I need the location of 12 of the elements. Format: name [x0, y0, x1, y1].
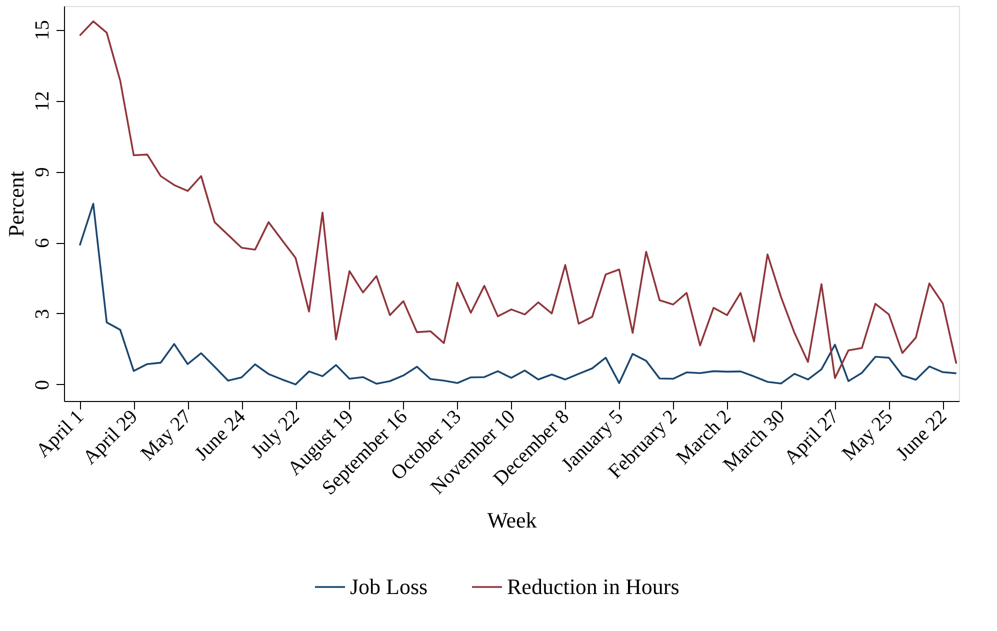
y-tick-label: 3	[32, 308, 54, 319]
y-tick-label: 12	[32, 91, 54, 112]
x-axis-title: Week	[487, 508, 537, 533]
y-tick-label: 15	[32, 20, 54, 40]
line-series	[78, 202, 958, 386]
y-tick-label: 6	[32, 238, 54, 248]
y-tick-label: 9	[32, 167, 54, 178]
line-series	[78, 20, 958, 379]
y-axis-title: Percent	[4, 171, 28, 237]
legend-label: Job Loss	[350, 574, 428, 599]
legend-label: Reduction in Hours	[507, 574, 680, 599]
y-tick-label: 0	[32, 380, 54, 390]
